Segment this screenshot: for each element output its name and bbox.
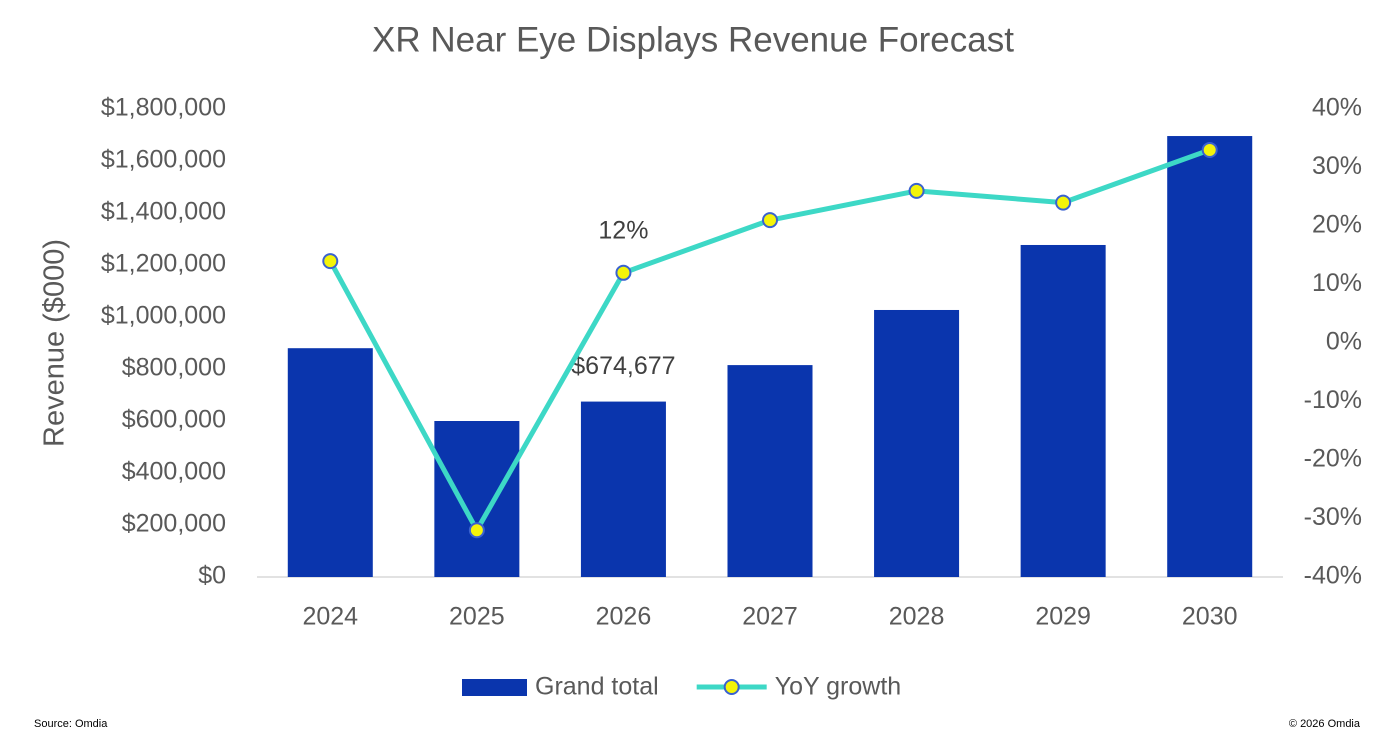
y-tick-label: $200,000 xyxy=(122,510,226,538)
marker xyxy=(1201,141,1218,158)
x-tick-label: 2027 xyxy=(742,603,798,631)
y2-tick-label: -20% xyxy=(1304,445,1362,473)
data-label: 12% xyxy=(598,216,648,244)
bar xyxy=(434,421,520,577)
legend-marker xyxy=(723,679,740,695)
y2-tick-label: -30% xyxy=(1304,503,1362,531)
x-tick-label: 2026 xyxy=(596,603,652,631)
y-tick-label: $1,800,000 xyxy=(101,94,226,122)
chart-title: XR Near Eye Displays Revenue Forecast xyxy=(372,20,1014,59)
x-tick-label: 2024 xyxy=(302,603,358,631)
data-label: $674,677 xyxy=(571,352,675,380)
marker xyxy=(762,212,778,229)
x-tick-label: 2028 xyxy=(889,603,945,631)
bar xyxy=(727,365,813,577)
x-tick-label: 2029 xyxy=(1035,603,1091,631)
x-tick-label: 2030 xyxy=(1182,603,1238,631)
y2-tick-label: -40% xyxy=(1304,562,1362,590)
marker xyxy=(1055,194,1072,211)
legend-label: Grand total xyxy=(535,673,659,701)
marker xyxy=(908,182,925,199)
y-tick-label: $0 xyxy=(198,562,226,590)
copyright: © 2026 Omdia xyxy=(1289,718,1361,730)
y-tick-label: $1,000,000 xyxy=(101,302,226,330)
y-tick-label: $1,400,000 xyxy=(101,198,226,226)
y2-tick-label: 20% xyxy=(1312,211,1362,239)
y2-tick-label: 30% xyxy=(1312,152,1362,180)
bar xyxy=(1020,244,1106,578)
x-tick-label: 2025 xyxy=(449,603,505,631)
y2-tick-label: 0% xyxy=(1326,328,1362,356)
y-tick-label: $1,600,000 xyxy=(101,146,226,174)
y-tick-label: $1,200,000 xyxy=(101,250,226,278)
source: Source: Omdia xyxy=(34,718,108,730)
y-axis-label: Revenue ($000) xyxy=(39,239,71,447)
bar xyxy=(1167,136,1253,578)
y2-tick-label: -10% xyxy=(1304,386,1362,414)
bar xyxy=(580,401,666,577)
legend-label: YoY growth xyxy=(775,673,902,701)
bar xyxy=(287,348,373,577)
y-tick-label: $600,000 xyxy=(122,406,226,434)
y-tick-label: $800,000 xyxy=(122,354,226,382)
marker xyxy=(322,253,339,270)
bar xyxy=(874,309,960,577)
marker xyxy=(615,264,632,281)
legend-swatch xyxy=(462,679,527,696)
y-tick-label: $400,000 xyxy=(122,458,226,486)
marker xyxy=(468,522,485,539)
y2-tick-label: 40% xyxy=(1312,94,1362,122)
y2-tick-label: 10% xyxy=(1312,269,1362,297)
